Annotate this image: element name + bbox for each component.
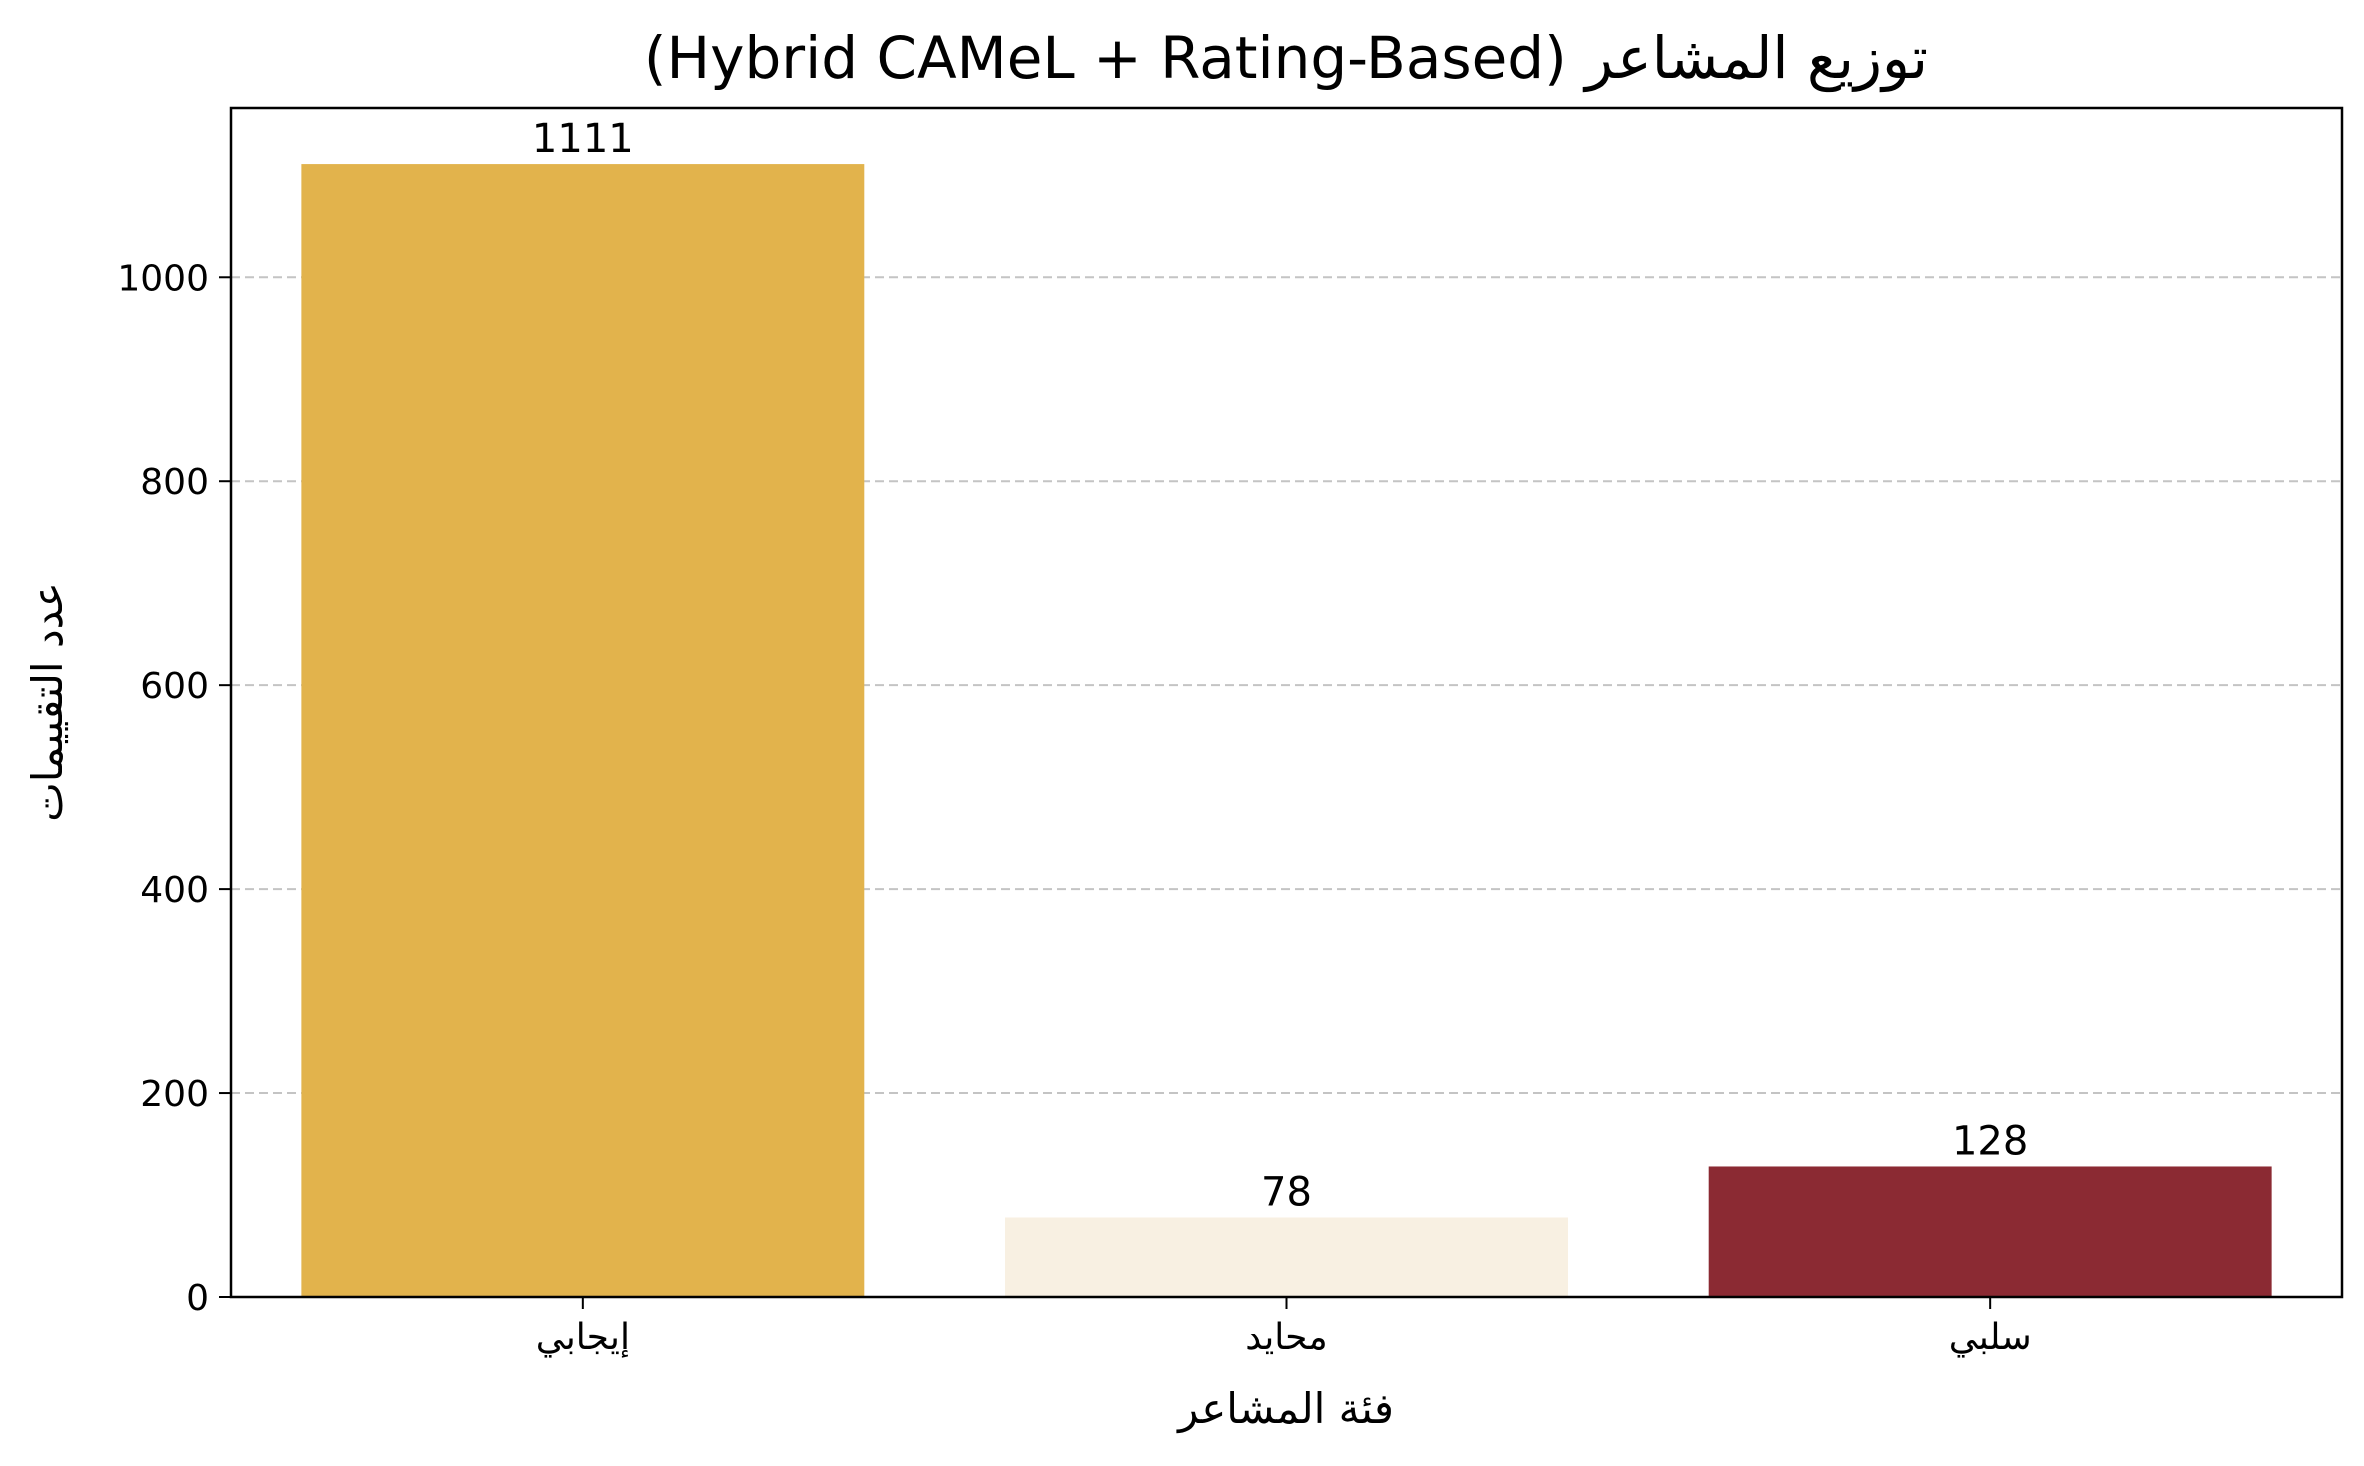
- y-axis-title: عدد التقييمات: [23, 582, 72, 822]
- data-labels: 1111 78 128: [532, 116, 2028, 1215]
- bar-1: [301, 164, 865, 1297]
- bar-3: [1708, 1166, 2272, 1297]
- bar-2: [1005, 1217, 1568, 1297]
- y-tick-label: 200: [140, 1074, 209, 1115]
- y-tick-label: 600: [140, 666, 209, 707]
- x-axis-title: فئة المشاعر: [1176, 1384, 1394, 1433]
- y-axis-ticks: 0 200 400 600 800 1000: [117, 258, 231, 1319]
- x-tick-label: إيجابي: [536, 1317, 630, 1358]
- bar-value-label: 78: [1261, 1169, 1312, 1215]
- y-tick-label: 0: [186, 1278, 209, 1319]
- x-tick-label: محايد: [1245, 1317, 1327, 1358]
- bars: [301, 164, 2272, 1297]
- chart-title: (Hybrid CAMeL + Rating-Based) توزيع المش…: [644, 24, 1928, 93]
- x-axis-ticks: إيجابي محايد سلبي: [536, 1297, 2032, 1358]
- y-tick-label: 1000: [117, 258, 209, 299]
- bar-value-label: 128: [1952, 1118, 2028, 1164]
- x-tick-label: سلبي: [1949, 1317, 2032, 1358]
- y-tick-label: 800: [140, 462, 209, 503]
- y-tick-label: 400: [140, 870, 209, 911]
- bar-value-label: 1111: [532, 116, 634, 162]
